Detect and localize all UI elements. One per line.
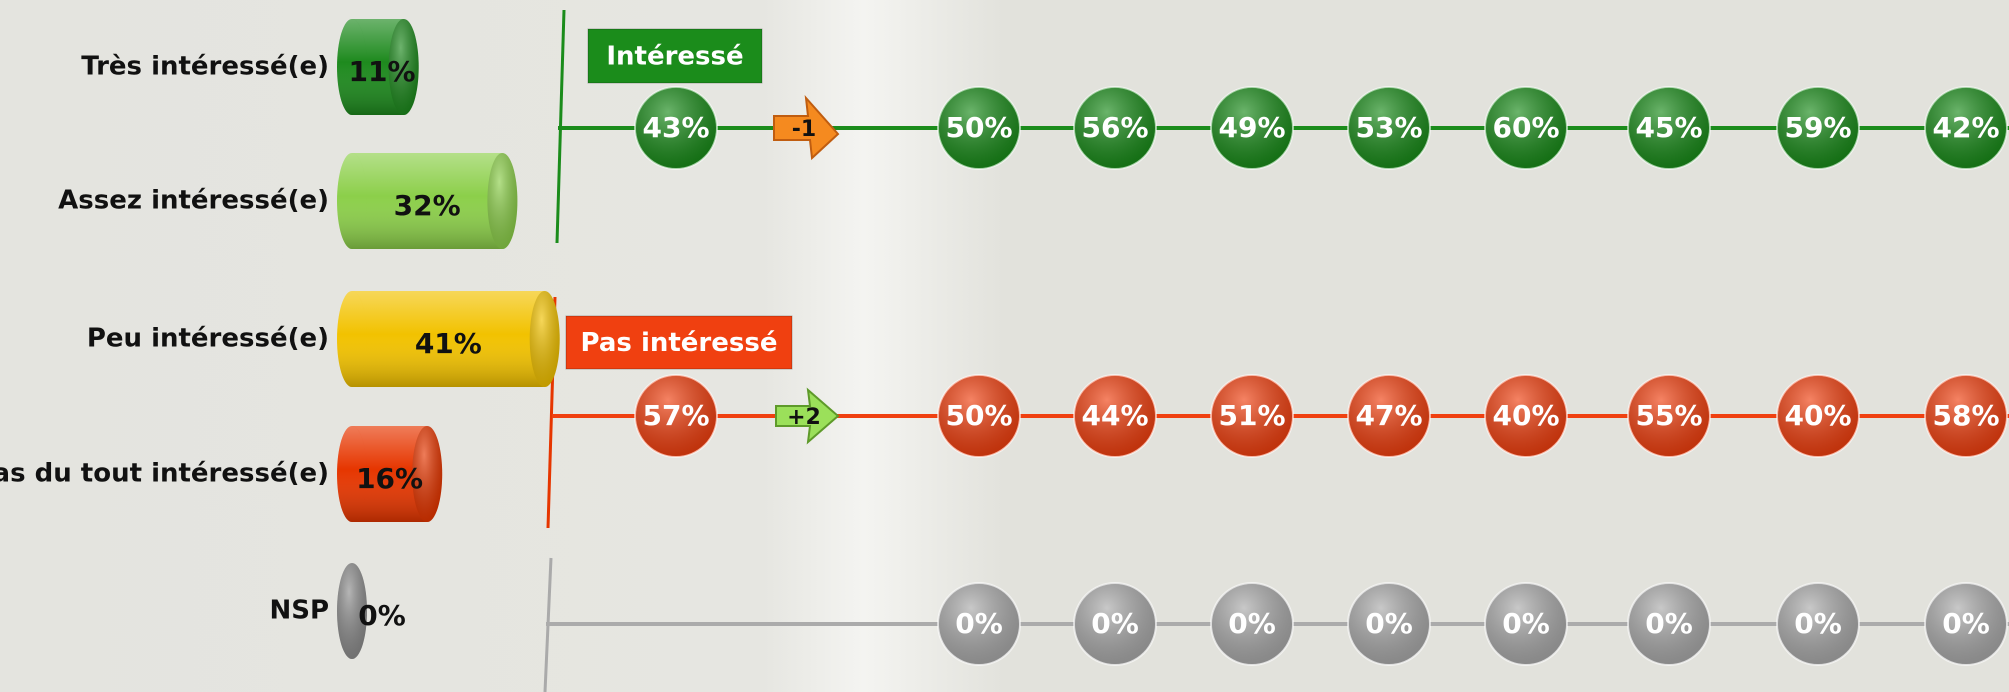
value-label: 43%: [642, 111, 709, 144]
category-label: Pas du tout intéressé(e): [0, 459, 329, 489]
value-label: 41%: [415, 327, 482, 360]
value-label: 16%: [356, 462, 423, 495]
value-label: 51%: [1218, 399, 1285, 432]
value-label: 56%: [1081, 111, 1148, 144]
value-label: 0%: [358, 599, 406, 632]
category-label: Très intéressé(e): [81, 52, 329, 82]
change-label: -1: [792, 117, 816, 142]
chart: Très intéressé(e) 11% Assez intéressé(e) 32…: [0, 0, 2009, 692]
value-label: 0%: [1942, 607, 1990, 640]
category-label: Assez intéressé(e): [58, 186, 329, 216]
legend-label: Intéressé: [606, 42, 743, 72]
value-label: 0%: [1794, 607, 1842, 640]
value-label: 57%: [642, 399, 709, 432]
value-label: 50%: [945, 111, 1012, 144]
value-label: 0%: [1365, 607, 1413, 640]
value-label: 11%: [348, 55, 415, 88]
category-label: NSP: [269, 596, 329, 626]
value-label: 40%: [1492, 399, 1559, 432]
value-label: 55%: [1635, 399, 1702, 432]
category-label: Peu intéressé(e): [87, 324, 329, 354]
value-label: 58%: [1932, 399, 1999, 432]
value-label: 0%: [1091, 607, 1139, 640]
value-label: 49%: [1218, 111, 1285, 144]
value-label: 42%: [1932, 111, 1999, 144]
change-label: +2: [787, 405, 821, 430]
legend-label: Pas intéressé: [581, 328, 778, 358]
value-label: 44%: [1081, 399, 1148, 432]
value-label: 32%: [394, 189, 461, 222]
value-label: 45%: [1635, 111, 1702, 144]
value-label: 53%: [1355, 111, 1422, 144]
value-label: 0%: [1228, 607, 1276, 640]
value-label: 59%: [1784, 111, 1851, 144]
value-label: 47%: [1355, 399, 1422, 432]
value-label: 0%: [955, 607, 1003, 640]
value-label: 0%: [1502, 607, 1550, 640]
value-label: 50%: [945, 399, 1012, 432]
value-label: 40%: [1784, 399, 1851, 432]
value-label: 0%: [1645, 607, 1693, 640]
value-label: 60%: [1492, 111, 1559, 144]
